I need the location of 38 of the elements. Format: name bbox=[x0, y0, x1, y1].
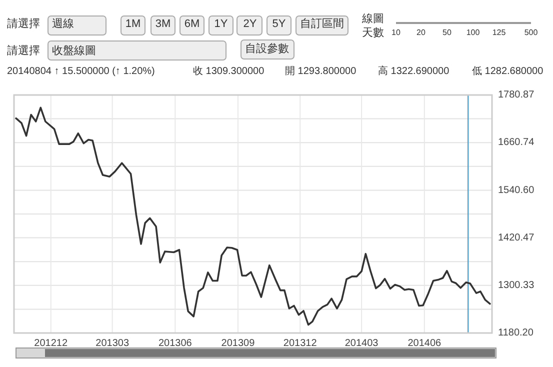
text: 10 bbox=[392, 28, 401, 37]
text: 週線 bbox=[52, 18, 74, 30]
text: 高 1322.690000 bbox=[378, 65, 450, 77]
text: 天數 bbox=[362, 27, 384, 39]
text: 1Y bbox=[214, 18, 228, 30]
text: 20140804 ↑ 15.500000 (↑ 1.20%) bbox=[7, 66, 155, 77]
text: 5Y bbox=[272, 18, 286, 30]
text: 3M bbox=[155, 18, 171, 30]
text: 自訂區間 bbox=[300, 17, 344, 30]
text: 500 bbox=[524, 28, 538, 37]
x-tick-label: 201309 bbox=[221, 338, 256, 349]
text: 自設參數 bbox=[245, 42, 289, 55]
text: 線圖 bbox=[361, 13, 384, 25]
text: 1M bbox=[125, 18, 141, 30]
x-tick-label: 201403 bbox=[344, 338, 379, 349]
text: 125 bbox=[492, 28, 506, 37]
x-tick-label: 201212 bbox=[34, 338, 68, 349]
text: 收盤線圖 bbox=[52, 45, 96, 57]
y-tick-label: 1420.47 bbox=[498, 232, 535, 244]
text: 50 bbox=[442, 28, 452, 37]
text: 收 1309.300000 bbox=[193, 66, 265, 77]
text: 低 1282.680000 bbox=[472, 66, 544, 77]
y-tick-label: 1180.20 bbox=[498, 328, 534, 339]
text: 請選擇 bbox=[7, 17, 40, 30]
y-tick-label: 1540.60 bbox=[498, 184, 535, 196]
x-tick-label: 201306 bbox=[158, 338, 192, 349]
x-tick-label: 201406 bbox=[408, 338, 442, 349]
text: 開 1293.800000 bbox=[285, 66, 357, 77]
text: 20 bbox=[416, 28, 426, 37]
y-tick-label: 1660.74 bbox=[498, 137, 535, 148]
text: 請選擇 bbox=[7, 44, 40, 57]
x-tick-label: 201303 bbox=[96, 338, 130, 349]
x-tick-label: 201312 bbox=[283, 338, 318, 349]
y-tick-label: 1780.87 bbox=[498, 90, 535, 101]
text: 100 bbox=[466, 28, 480, 37]
text: 6M bbox=[184, 18, 200, 30]
y-tick-label: 1300.33 bbox=[498, 280, 535, 292]
text: 2Y bbox=[243, 18, 258, 30]
